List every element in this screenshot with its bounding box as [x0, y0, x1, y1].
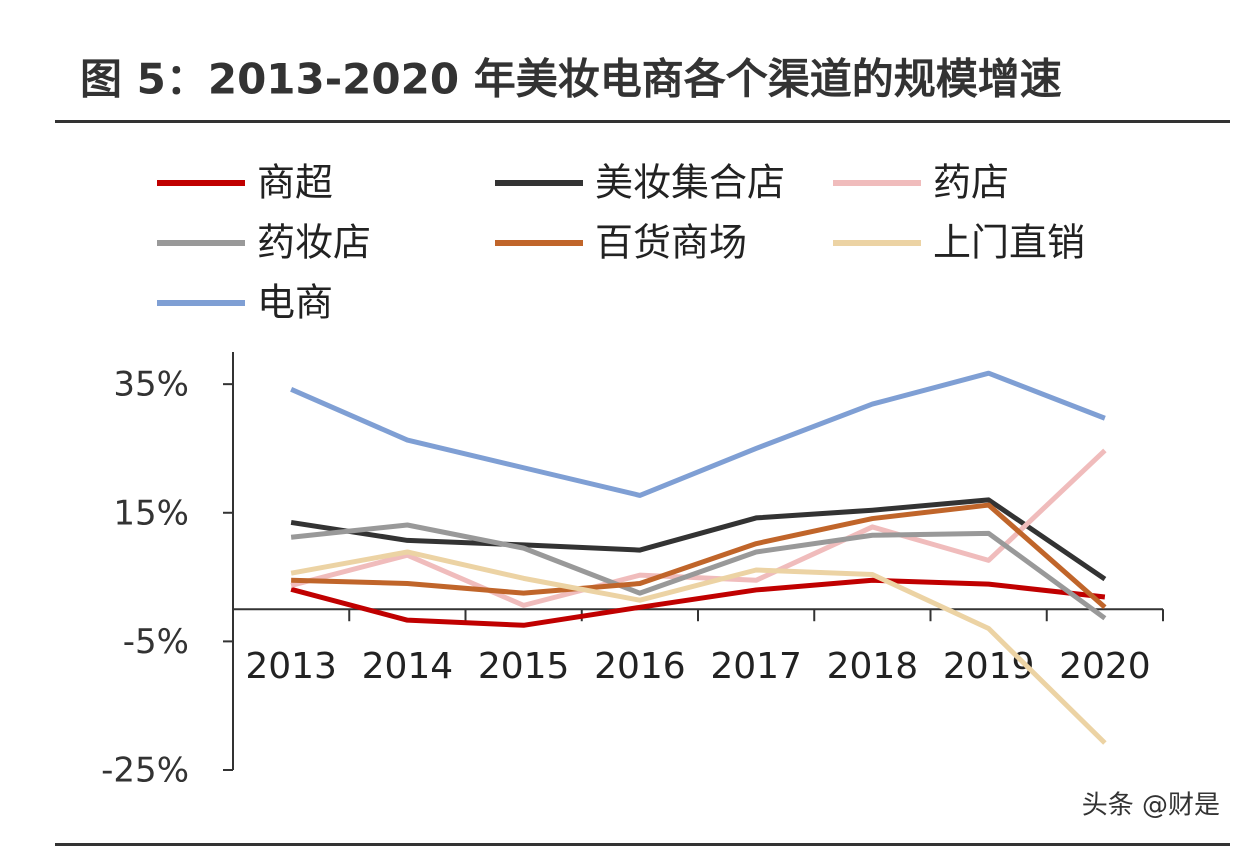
chart-title: 图 5：2013-2020 年美妆电商各个渠道的规模增速	[80, 55, 1062, 104]
x-tick-label: 2014	[362, 646, 454, 687]
legend-label: 药妆店	[257, 221, 371, 265]
legend-label: 药店	[933, 161, 1009, 205]
series-line	[291, 502, 1107, 610]
y-tick-label: 35%	[113, 365, 189, 405]
legend-label: 商超	[257, 161, 333, 205]
title-rule	[55, 120, 1230, 123]
series-line	[290, 522, 1107, 621]
legend-label: 百货商场	[595, 221, 747, 265]
series-line	[290, 497, 1107, 582]
x-tick-label: 2019	[943, 646, 1035, 687]
legend-label: 美妆集合店	[595, 161, 785, 205]
x-tick-label: 2015	[478, 646, 570, 687]
series-line	[290, 577, 1106, 628]
series-line	[290, 370, 1106, 498]
x-tick-label: 2017	[710, 646, 802, 687]
bottom-rule	[55, 843, 1230, 846]
series-line	[290, 448, 1107, 608]
x-tick-label: 2016	[594, 646, 686, 687]
x-tick-label: 2013	[245, 646, 337, 687]
y-tick-label: 15%	[113, 493, 189, 533]
series-line	[290, 549, 1107, 745]
y-tick-label: -5%	[123, 622, 189, 662]
x-tick-label: 2020	[1059, 646, 1151, 687]
x-tick-label: 2018	[827, 646, 919, 687]
legend-label: 上门直销	[933, 221, 1085, 265]
legend-label: 电商	[257, 281, 333, 325]
y-tick-label: -25%	[101, 751, 189, 791]
watermark: 头条 @财是	[1082, 791, 1220, 821]
